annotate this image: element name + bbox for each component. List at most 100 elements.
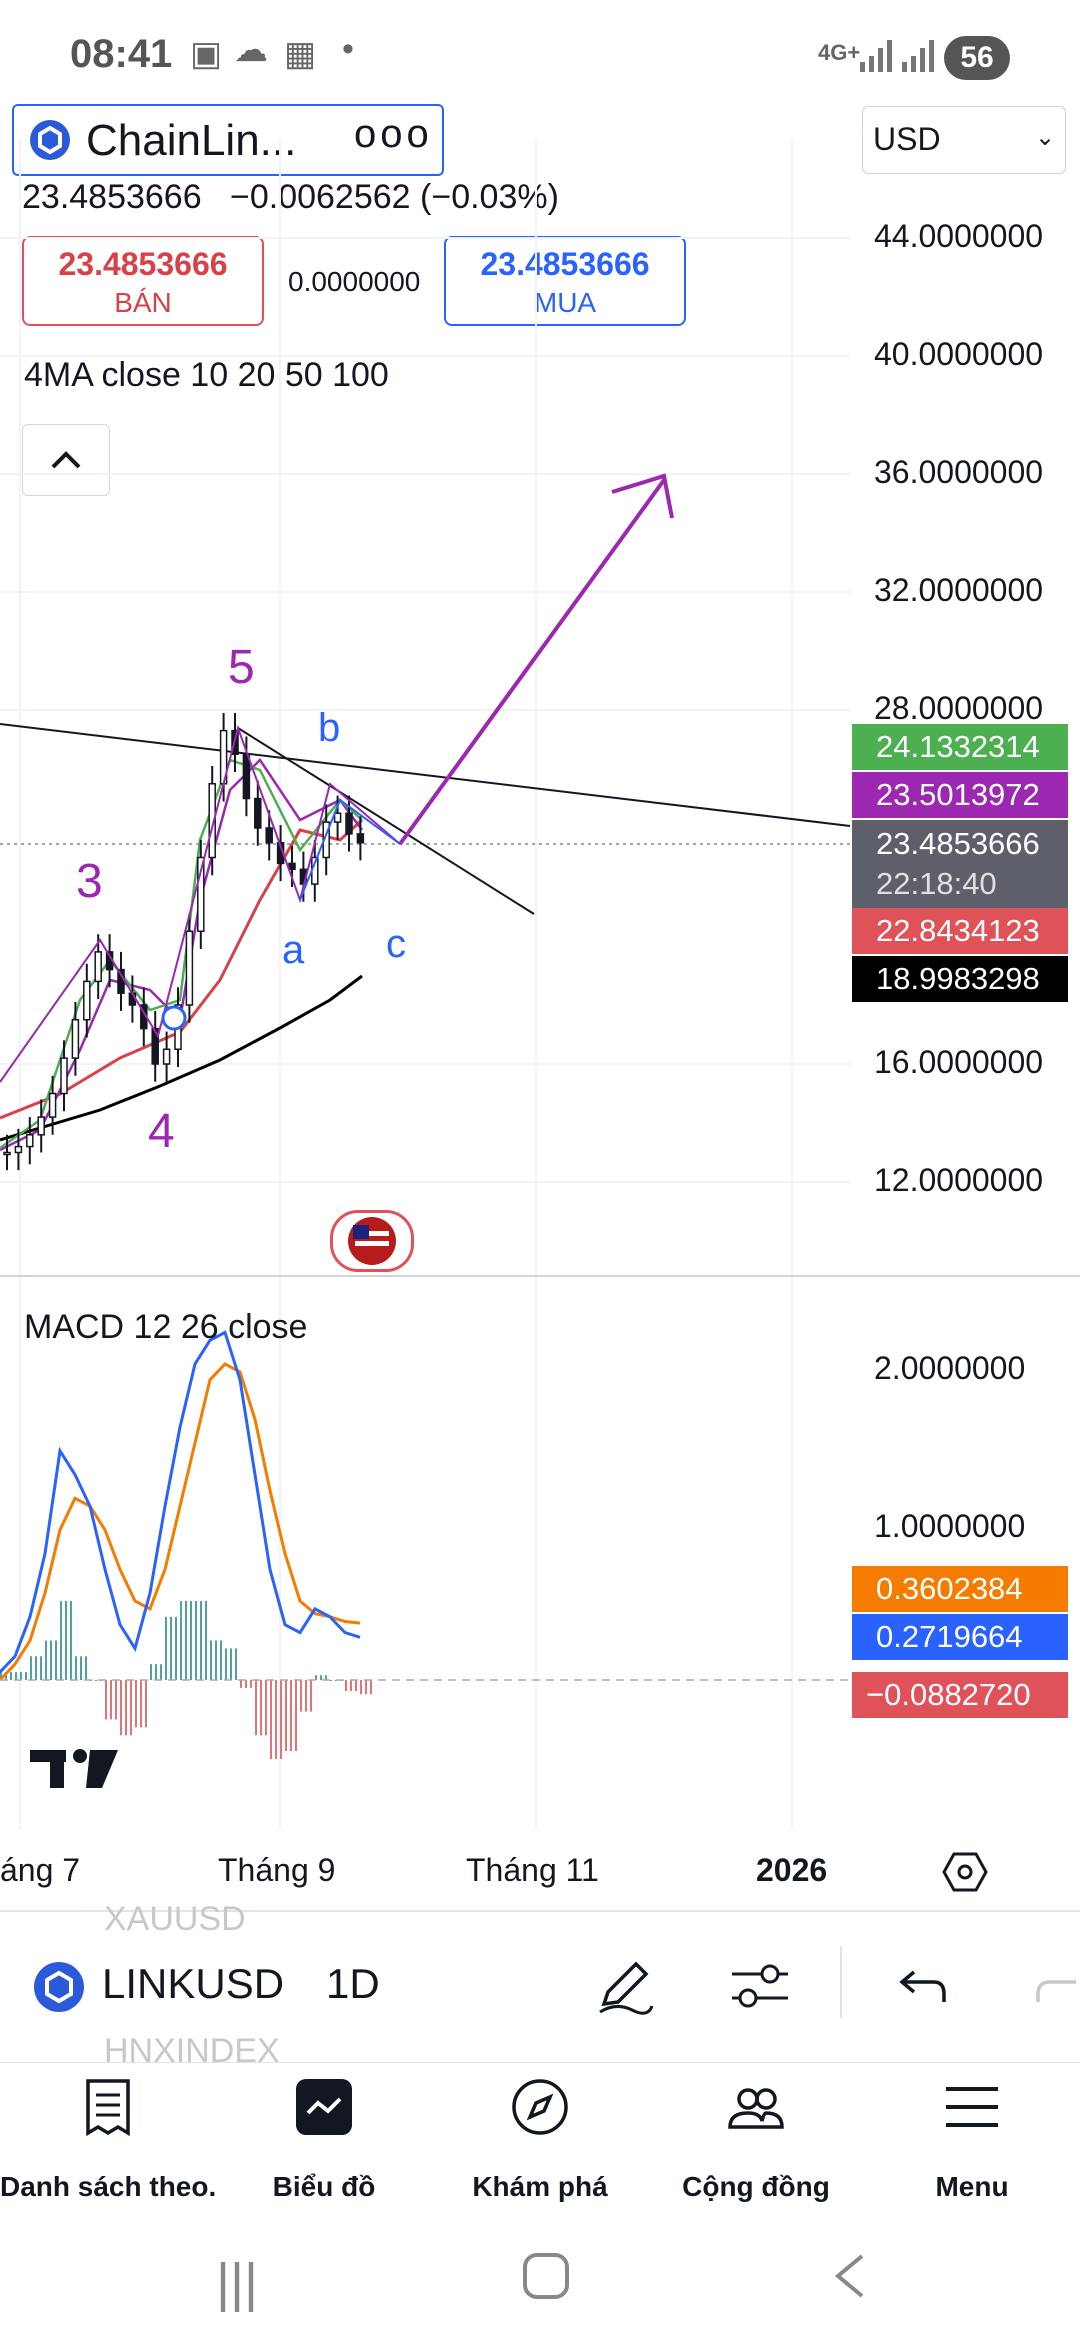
macd-histogram-bar	[230, 1648, 232, 1680]
macd-histogram-bar	[25, 1672, 27, 1680]
candle-body	[83, 980, 91, 1021]
dot-icon: •	[342, 30, 354, 68]
macd-histogram-bar	[165, 1616, 167, 1680]
next-symbol[interactable]: HNXINDEX	[104, 2032, 280, 2070]
trend-line	[0, 723, 851, 827]
ma100-price-badge: 18.9983298	[852, 956, 1068, 1002]
macd-histogram-bar	[355, 1680, 357, 1692]
back-icon[interactable]	[830, 2252, 870, 2305]
nav-label: Khám phá	[472, 2171, 608, 2202]
macd-histogram-bar	[235, 1648, 237, 1680]
macd-histogram-bar	[120, 1680, 122, 1736]
nav-watchlist[interactable]: Danh sách theo...	[0, 2063, 216, 2243]
previous-symbol[interactable]: XAUUSD	[104, 1900, 246, 1938]
wave-label-3: 3	[76, 855, 103, 908]
indicators-icon[interactable]	[728, 1956, 792, 2021]
last-price-value: 23.4853666	[876, 826, 1040, 861]
redo-icon[interactable]	[1030, 1960, 1080, 2021]
nav-menu[interactable]: Menu	[864, 2063, 1080, 2243]
network-type: 4G+	[818, 40, 861, 65]
macd-histogram-bar	[265, 1680, 267, 1736]
candle-body	[242, 753, 251, 800]
macd-histogram-bar	[260, 1680, 262, 1736]
macd-histogram-bar	[205, 1601, 207, 1680]
y-tick-label: 16.0000000	[874, 1044, 1044, 1080]
macd-histogram-bar	[95, 1680, 97, 1681]
macd-histogram-bar	[330, 1680, 332, 1681]
sell-price: 23.4853666	[58, 246, 228, 282]
buy-button[interactable]: 23.4853666 MUA	[444, 236, 686, 326]
cloud-icon: ☁	[234, 31, 268, 69]
macd-line	[0, 1330, 361, 1674]
x-tick-label: áng 7	[0, 1852, 81, 1888]
macd-histogram-bar	[115, 1680, 117, 1720]
wave-label-b: b	[318, 706, 341, 750]
ma-20-line	[0, 758, 364, 1152]
candle-body	[26, 1134, 34, 1148]
macd-histogram-bar	[30, 1656, 32, 1680]
candle-body	[265, 827, 273, 844]
macd-histogram-bar	[275, 1680, 277, 1759]
macd-histogram-bar	[360, 1680, 362, 1695]
macd-histogram-bar	[320, 1675, 322, 1680]
macd-histogram-bar	[280, 1680, 282, 1759]
bottom-navigation: Danh sách theo... Biểu đồ Khám phá Cộng …	[0, 2062, 1080, 2243]
chevron-down-icon: ⌄	[1035, 124, 1056, 151]
nav-label: Biểu đồ	[272, 2171, 376, 2202]
macd-histogram-bar	[345, 1680, 347, 1692]
macd-histogram-bar	[285, 1680, 287, 1752]
y-tick-label: 40.0000000	[874, 336, 1044, 372]
macd-histogram-bar	[220, 1640, 222, 1680]
macd-histogram-bar	[270, 1680, 272, 1759]
trend-line	[237, 727, 535, 915]
status-time: 08:41	[70, 32, 173, 76]
price-change: −0.0062562	[229, 178, 411, 216]
watchlist-icon	[86, 2079, 130, 2137]
candle-body	[94, 951, 102, 983]
interval-selector[interactable]: 1D	[326, 1960, 380, 2007]
draw-icon[interactable]	[592, 1954, 656, 2023]
macd-value-badge: 0.2719664	[852, 1614, 1068, 1660]
macd-y-tick-label: 2.0000000	[874, 1350, 1026, 1386]
macd-histogram-bar	[40, 1656, 42, 1680]
chart-settings-icon[interactable]	[942, 1850, 988, 1899]
recent-apps-icon[interactable]: |||	[216, 2253, 259, 2313]
undo-icon[interactable]	[890, 1960, 950, 2021]
home-icon[interactable]	[522, 2252, 570, 2305]
macd-histogram-bar	[180, 1601, 182, 1680]
economic-event-flag-icon[interactable]	[330, 1210, 414, 1272]
macd-histogram-bar	[195, 1601, 197, 1680]
symbol-name: ChainLin...	[86, 116, 297, 165]
macd-histogram-bar	[155, 1664, 157, 1680]
ma10-price-badge: 24.1332314	[852, 724, 1068, 770]
macd-histogram-bar	[295, 1680, 297, 1752]
currency-dropdown[interactable]: USD ⌄	[862, 106, 1066, 174]
macd-histogram-bar	[300, 1680, 302, 1712]
price-chart[interactable]	[0, 0, 1080, 1860]
more-options-icon[interactable]: ooo	[354, 112, 433, 156]
macd-histogram-bar	[20, 1672, 22, 1680]
macd-histogram-bar	[35, 1656, 37, 1680]
y-tick-label: 32.0000000	[874, 572, 1044, 608]
toolbar-symbol[interactable]: LINKUSD	[102, 1960, 285, 2007]
candle-body	[151, 1027, 159, 1065]
macd-histogram-bar	[0, 1672, 2, 1680]
ma20-price-badge: 23.5013972	[852, 772, 1068, 818]
x-tick-label: Tháng 9	[218, 1852, 336, 1888]
nav-chart[interactable]: Biểu đồ	[216, 2063, 432, 2243]
nav-explore[interactable]: Khám phá	[432, 2063, 648, 2243]
macd-histogram-bar	[325, 1675, 327, 1680]
wave-label-5: 5	[228, 641, 255, 694]
macd-histogram-bar	[350, 1680, 352, 1692]
macd-legend[interactable]: MACD 12 26 close	[24, 1308, 308, 1346]
symbol-selector[interactable]: ChainLin... ooo	[12, 104, 444, 176]
macd-histogram-bar	[130, 1680, 132, 1736]
indicator-legend[interactable]: 4MA close 10 20 50 100	[24, 356, 389, 394]
buy-price: 23.4853666	[480, 246, 650, 282]
candle-body	[37, 1116, 45, 1136]
y-tick-label: 28.0000000	[874, 690, 1044, 726]
nav-community[interactable]: Cộng đồng	[648, 2063, 864, 2243]
candle-body	[288, 862, 296, 871]
collapse-legend-button[interactable]	[22, 424, 110, 496]
wave-label-c: c	[386, 922, 406, 966]
